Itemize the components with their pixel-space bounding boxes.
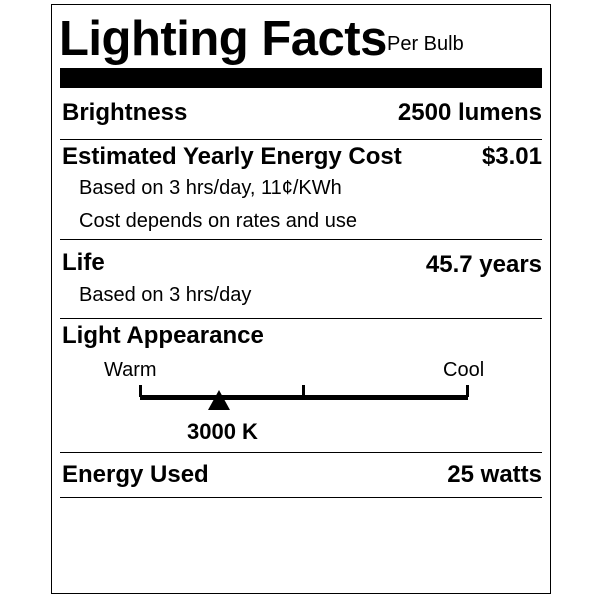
energy-cost-note: Based on 3 hrs/day, 11¢/KWh [79,177,342,199]
scale-tick [139,385,142,397]
color-temperature-scale [140,395,468,400]
brightness-label: Brightness [62,99,188,126]
light-appearance-label: Light Appearance [62,322,264,349]
life-note: Based on 3 hrs/day [79,284,252,306]
label-subtitle: Per Bulb [387,33,464,55]
divider [60,318,542,319]
color-temperature-value: 3000 K [187,419,258,444]
cool-label: Cool [443,359,485,381]
title-bar [60,68,542,88]
energy-cost-value: $3.01 [481,143,542,170]
brightness-value: 2500 lumens [397,99,542,126]
divider [60,497,542,498]
energy-used-value: 25 watts [447,461,542,488]
divider [60,239,542,240]
color-temperature-marker [207,390,230,410]
energy-cost-note: Cost depends on rates and use [79,210,357,232]
energy-used-label: Energy Used [62,461,209,488]
scale-tick [302,385,305,397]
divider [60,452,542,453]
label-title: Lighting Facts [59,12,387,66]
life-label: Life [62,249,105,276]
divider [60,139,542,140]
label-border [51,4,551,594]
scale-tick [466,385,469,397]
energy-cost-label: Estimated Yearly Energy Cost [62,143,402,170]
life-value: 45.7 years [425,251,542,278]
warm-label: Warm [104,359,157,381]
